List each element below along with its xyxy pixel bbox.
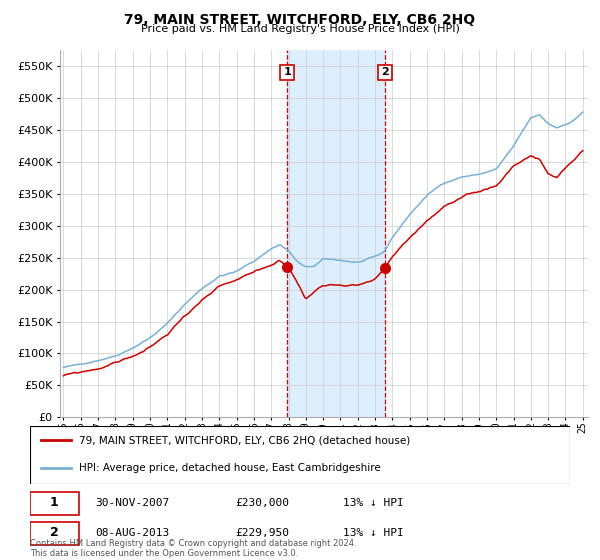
Text: 79, MAIN STREET, WITCHFORD, ELY, CB6 2HQ (detached house): 79, MAIN STREET, WITCHFORD, ELY, CB6 2HQ… bbox=[79, 435, 410, 445]
Text: £230,000: £230,000 bbox=[235, 498, 289, 507]
Text: 30-NOV-2007: 30-NOV-2007 bbox=[95, 498, 169, 507]
Text: 13% ↓ HPI: 13% ↓ HPI bbox=[343, 528, 404, 538]
Bar bbox=[287, 50, 385, 417]
Text: 08-AUG-2013: 08-AUG-2013 bbox=[95, 528, 169, 538]
Text: 79, MAIN STREET, WITCHFORD, ELY, CB6 2HQ: 79, MAIN STREET, WITCHFORD, ELY, CB6 2HQ bbox=[124, 13, 476, 27]
FancyBboxPatch shape bbox=[30, 426, 570, 484]
Text: 1: 1 bbox=[50, 496, 59, 509]
Text: 2: 2 bbox=[50, 526, 59, 539]
Text: £229,950: £229,950 bbox=[235, 528, 289, 538]
FancyBboxPatch shape bbox=[30, 492, 79, 515]
Text: 2: 2 bbox=[381, 67, 389, 77]
Text: 13% ↓ HPI: 13% ↓ HPI bbox=[343, 498, 404, 507]
Text: Contains HM Land Registry data © Crown copyright and database right 2024.
This d: Contains HM Land Registry data © Crown c… bbox=[30, 539, 356, 558]
Text: 1: 1 bbox=[283, 67, 291, 77]
Text: HPI: Average price, detached house, East Cambridgeshire: HPI: Average price, detached house, East… bbox=[79, 463, 380, 473]
Text: Price paid vs. HM Land Registry's House Price Index (HPI): Price paid vs. HM Land Registry's House … bbox=[140, 24, 460, 34]
FancyBboxPatch shape bbox=[30, 522, 79, 544]
